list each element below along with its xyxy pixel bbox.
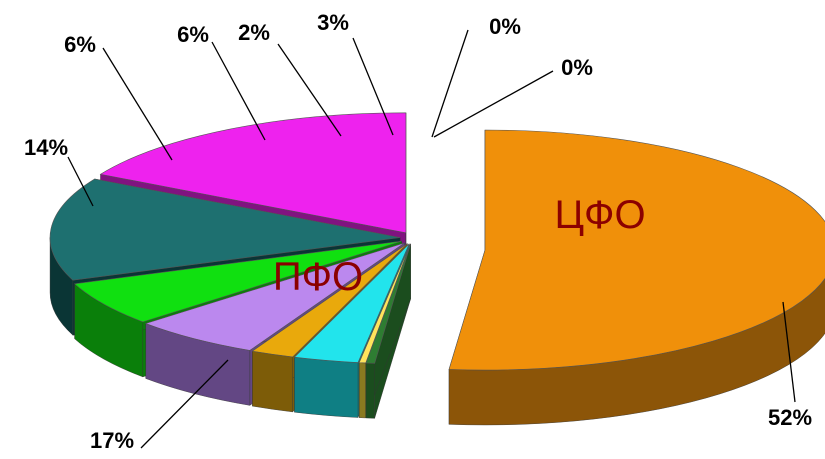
value-label-8: 17%	[90, 428, 134, 453]
leader-line-8	[140, 359, 229, 449]
leader-line-4	[277, 43, 342, 137]
value-label-7: 14%	[24, 135, 68, 160]
value-label-4: 2%	[238, 20, 270, 45]
slice-0	[448, 129, 825, 371]
value-label-2: 0%	[561, 55, 593, 80]
slice-name-8: ПФО	[273, 255, 363, 299]
slice-4	[251, 243, 408, 358]
slice-labels: 52% ЦФО 0% 0% 3% 2% 6% 6% 14% 17% ПФО	[24, 10, 812, 453]
slice-8	[99, 112, 407, 234]
slice-rim-4-0	[252, 350, 293, 413]
slice-rim-3-0	[294, 356, 359, 418]
value-label-1: 0%	[489, 14, 521, 39]
leader-line-1	[431, 29, 469, 138]
leader-line-2	[433, 70, 554, 138]
slice-3	[293, 243, 410, 363]
slice-6	[73, 240, 402, 323]
leader-line-6	[102, 47, 173, 161]
value-label-5: 6%	[177, 22, 209, 47]
value-label-0: 52%	[768, 405, 812, 430]
leader-line-7	[67, 156, 94, 207]
slice-name-0: ЦФО	[554, 193, 645, 237]
slice-7	[49, 178, 401, 281]
value-label-3: 3%	[317, 10, 349, 35]
slice-rim-1-0	[365, 362, 375, 419]
leader-line-5	[211, 41, 266, 141]
slice-rim-2-0	[359, 362, 366, 419]
slice-tops	[49, 112, 825, 371]
slice-5	[144, 242, 405, 351]
value-label-6: 6%	[64, 32, 96, 57]
leader-line-3	[352, 37, 394, 136]
leader-line-0	[782, 301, 796, 403]
slice-1	[365, 243, 411, 364]
